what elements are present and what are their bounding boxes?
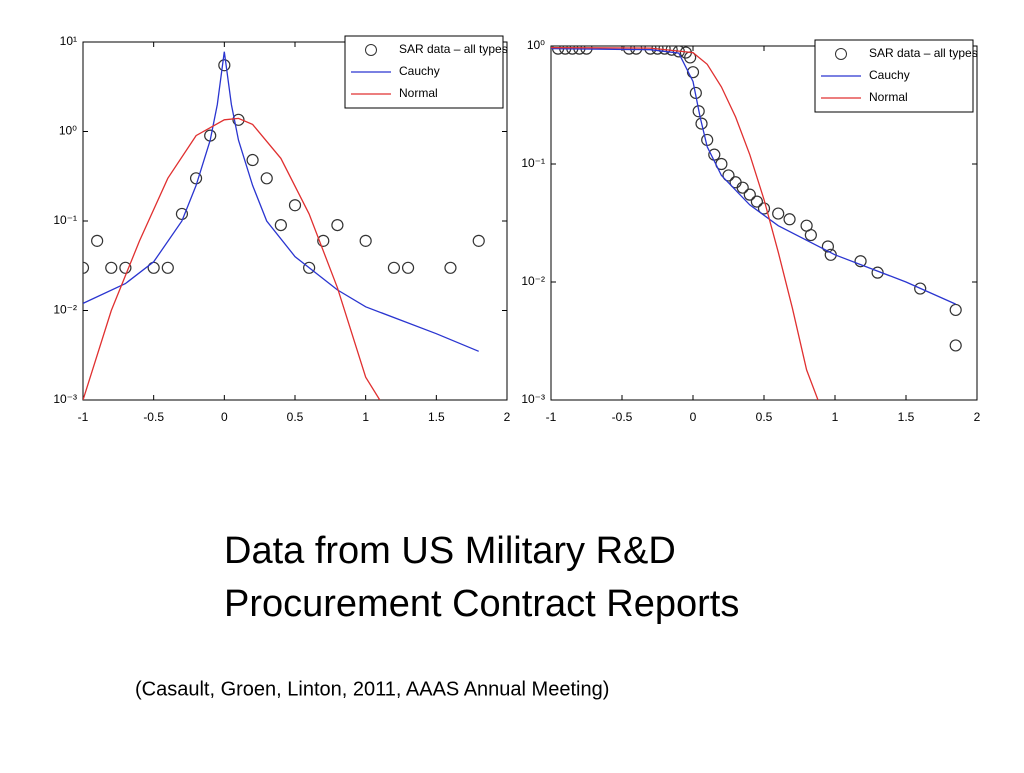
data-point [772, 207, 785, 220]
data-point [317, 234, 330, 247]
data-point [303, 261, 316, 274]
fit-line [83, 117, 381, 400]
legend-label: SAR data – all types [869, 46, 978, 60]
data-point [686, 66, 700, 79]
data-point [949, 303, 962, 317]
x-tick-label: 0.5 [756, 410, 773, 424]
x-tick-label: 0 [221, 410, 228, 424]
x-tick-label: 2 [974, 410, 981, 424]
data-point [161, 261, 174, 274]
slide-title: Data from US Military R&D [224, 530, 676, 572]
data-point [854, 255, 867, 268]
y-tick-label: 10⁻¹ [521, 156, 545, 170]
chart: -1 -0.5 0 0.5 1 1.5 2 10⁻³ 10⁻² 10⁻¹ 10⁰ 10¹ SAR dat… [53, 34, 510, 424]
data-point [274, 218, 287, 232]
data-point [783, 213, 796, 226]
y-tick-label: 10⁻² [53, 303, 77, 317]
data-point [119, 261, 132, 274]
data-point [232, 113, 245, 126]
y-tick-label: 10⁻² [521, 274, 545, 288]
data-point [736, 181, 749, 194]
x-tick-label: -0.5 [143, 410, 164, 424]
data-point [692, 105, 705, 118]
data-point [401, 261, 415, 274]
x-tick-label: 0.5 [287, 410, 304, 424]
data-point [695, 117, 708, 130]
y-tick-label: 10⁻³ [53, 392, 77, 406]
legend-label: Normal [869, 90, 908, 104]
data-point [914, 282, 927, 295]
slide-title: Procurement Contract Reports [224, 583, 739, 625]
data-point [743, 188, 756, 201]
y-tick-label: 10⁻³ [521, 392, 545, 406]
plot [83, 51, 485, 400]
x-tick-label: 2 [504, 410, 511, 424]
x-tick-label: 1.5 [428, 410, 445, 424]
data-point [757, 202, 771, 215]
data-point [359, 234, 372, 247]
y-tick-label: 10⁻¹ [53, 213, 77, 227]
data-point [722, 169, 735, 182]
legend-label: Cauchy [399, 64, 440, 78]
x-tick-label: -0.5 [612, 410, 633, 424]
data-point [218, 59, 231, 72]
y-tick-label: 10⁰ [59, 124, 77, 138]
legend-marker [835, 48, 847, 60]
data-point [949, 339, 962, 352]
legend-label: Normal [399, 86, 438, 100]
data-point [83, 261, 90, 274]
chart: -1 -0.5 0 0.5 1 1.5 2 10⁻³ 10⁻² 10⁻¹ 10⁰ SAR data –… [521, 38, 980, 424]
fit-line [83, 51, 479, 352]
x-tick-label: 1 [362, 410, 369, 424]
citation: (Casault, Groen, Linton, 2011, AAAS Annu… [135, 678, 609, 700]
data-point [331, 218, 344, 232]
data-point [804, 228, 817, 242]
y-tick-label: 10⁰ [527, 38, 545, 52]
x-tick-label: -1 [546, 410, 557, 424]
y-tick-label: 10¹ [60, 34, 77, 48]
data-point [260, 172, 273, 185]
legend-label: Cauchy [869, 68, 910, 82]
x-tick-label: 1 [832, 410, 839, 424]
data-point [91, 234, 104, 247]
data-point [105, 261, 118, 274]
legend-label: SAR data – all types [399, 42, 508, 56]
data-point [288, 199, 302, 212]
plot [551, 46, 962, 400]
data-point [246, 153, 259, 167]
data-point [387, 261, 401, 274]
x-tick-label: 0 [690, 410, 697, 424]
data-point [750, 195, 764, 208]
fit-line [551, 46, 819, 400]
data-point [472, 234, 485, 247]
fit-line [551, 47, 956, 305]
x-tick-label: -1 [78, 410, 89, 424]
data-point [821, 240, 835, 253]
x-tick-label: 1.5 [898, 410, 915, 424]
data-point [444, 261, 457, 274]
legend-marker [365, 44, 377, 56]
